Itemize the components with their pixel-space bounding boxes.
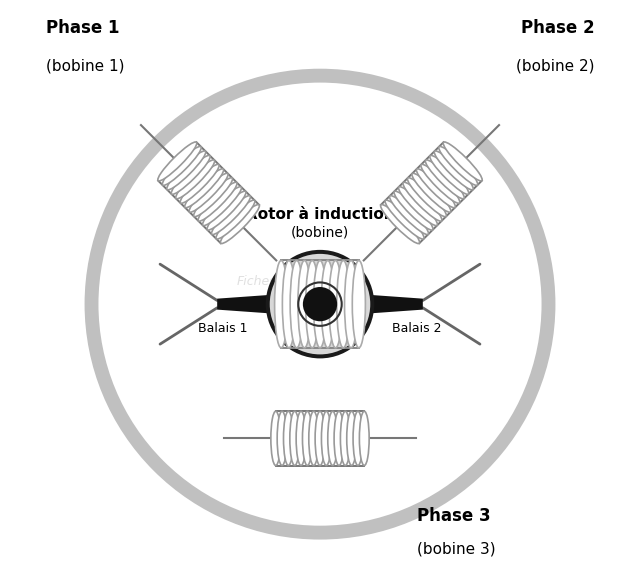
Ellipse shape — [443, 142, 482, 181]
Ellipse shape — [290, 411, 300, 466]
Circle shape — [266, 250, 374, 358]
Ellipse shape — [347, 411, 356, 466]
Polygon shape — [217, 295, 269, 313]
Ellipse shape — [211, 196, 250, 235]
Ellipse shape — [360, 411, 369, 466]
Ellipse shape — [282, 261, 296, 348]
Polygon shape — [371, 295, 423, 313]
Ellipse shape — [344, 261, 358, 348]
Ellipse shape — [163, 146, 201, 185]
Ellipse shape — [337, 261, 350, 348]
Ellipse shape — [167, 151, 205, 190]
Ellipse shape — [290, 261, 303, 348]
Ellipse shape — [430, 156, 468, 195]
Ellipse shape — [202, 187, 241, 226]
Text: Rotor à induction: Rotor à induction — [246, 207, 394, 223]
Ellipse shape — [275, 261, 288, 348]
Ellipse shape — [417, 169, 455, 208]
Ellipse shape — [216, 200, 255, 239]
Text: Phase 1: Phase 1 — [46, 18, 119, 37]
Ellipse shape — [193, 178, 232, 217]
Ellipse shape — [298, 261, 311, 348]
Ellipse shape — [220, 204, 259, 243]
Text: Phase 2: Phase 2 — [520, 18, 594, 37]
Ellipse shape — [296, 411, 306, 466]
Ellipse shape — [271, 411, 280, 466]
Ellipse shape — [284, 411, 293, 466]
Ellipse shape — [403, 182, 442, 221]
Ellipse shape — [180, 164, 219, 203]
Ellipse shape — [189, 173, 228, 212]
Ellipse shape — [426, 160, 464, 199]
Ellipse shape — [390, 196, 429, 235]
Ellipse shape — [314, 261, 326, 348]
Ellipse shape — [435, 151, 473, 190]
Ellipse shape — [315, 411, 325, 466]
Ellipse shape — [353, 411, 363, 466]
Ellipse shape — [421, 164, 460, 203]
Ellipse shape — [340, 411, 350, 466]
Ellipse shape — [172, 156, 210, 195]
Text: (bobine 1): (bobine 1) — [46, 59, 124, 73]
Ellipse shape — [303, 411, 312, 466]
Ellipse shape — [334, 411, 344, 466]
Ellipse shape — [185, 169, 223, 208]
Text: Fiches-auto.fr: Fiches-auto.fr — [237, 275, 323, 288]
Ellipse shape — [277, 411, 287, 466]
Ellipse shape — [198, 182, 237, 221]
Ellipse shape — [385, 200, 424, 239]
Text: (bobine 3): (bobine 3) — [417, 541, 496, 556]
Text: Balais 2: Balais 2 — [392, 322, 442, 335]
Ellipse shape — [399, 187, 438, 226]
Text: (bobine): (bobine) — [291, 226, 349, 239]
Text: (bobine 2): (bobine 2) — [516, 59, 594, 73]
Text: Balais 1: Balais 1 — [198, 322, 248, 335]
Ellipse shape — [408, 178, 447, 217]
Ellipse shape — [412, 173, 451, 212]
Ellipse shape — [308, 411, 319, 466]
Ellipse shape — [321, 411, 332, 466]
Ellipse shape — [381, 204, 420, 243]
Ellipse shape — [176, 160, 214, 199]
Ellipse shape — [394, 191, 433, 230]
Ellipse shape — [321, 261, 334, 348]
Ellipse shape — [329, 261, 342, 348]
Ellipse shape — [328, 411, 337, 466]
Ellipse shape — [439, 146, 477, 185]
Circle shape — [269, 254, 371, 354]
Ellipse shape — [352, 261, 365, 348]
Ellipse shape — [158, 142, 197, 181]
Ellipse shape — [306, 261, 319, 348]
Circle shape — [303, 287, 337, 321]
Ellipse shape — [207, 191, 246, 230]
Text: Phase 3: Phase 3 — [417, 507, 491, 525]
